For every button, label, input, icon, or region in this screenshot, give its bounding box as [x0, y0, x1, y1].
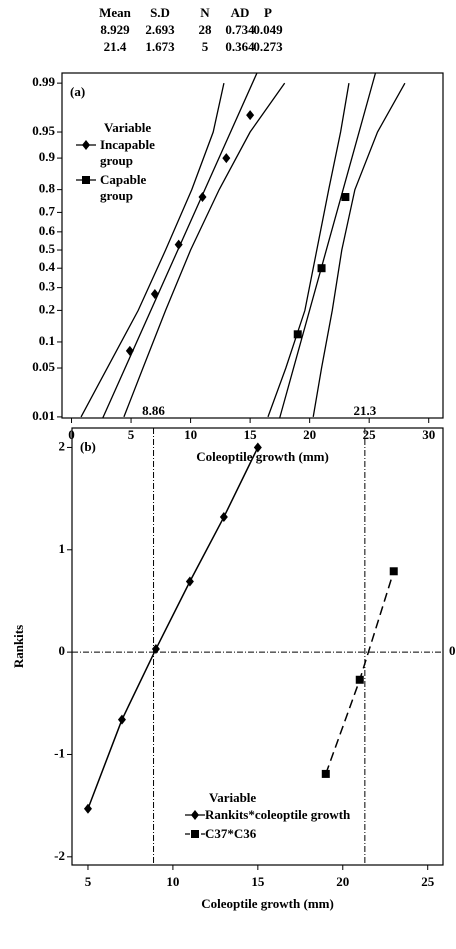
stats-cell: 2.693 [145, 22, 175, 37]
y-tick-label: -2 [54, 848, 65, 863]
y-tick-label: 0.5 [39, 241, 56, 256]
y-tick-label: 0.01 [32, 408, 55, 423]
marker [293, 330, 302, 339]
marker [198, 192, 207, 203]
y-tick-label: 1 [59, 541, 66, 556]
stats-header: Mean [99, 5, 132, 20]
stats-header: P [264, 5, 272, 20]
x-axis-label: Coleoptile growth (mm) [196, 449, 329, 464]
marker [117, 714, 126, 725]
stats-header: S.D [150, 5, 170, 20]
x-tick-label: 20 [336, 874, 349, 889]
y-tick-label: 0.1 [39, 333, 55, 348]
marker [82, 176, 90, 184]
fit-line [279, 72, 377, 419]
marker [246, 110, 255, 121]
marker [219, 512, 228, 523]
stats-cell: 1.673 [145, 39, 175, 54]
x-tick-label: 30 [422, 427, 435, 442]
stats-cell: 5 [202, 39, 209, 54]
y-tick-label: 0 [59, 643, 66, 658]
panel-label: (a) [70, 84, 85, 99]
legend-title: Variable [209, 790, 257, 805]
confidence-band [80, 82, 225, 418]
y-axis-label: Rankits [11, 625, 26, 668]
marker [185, 576, 194, 587]
marker [191, 830, 199, 838]
stats-header: N [200, 5, 210, 20]
reference-label: 21.3 [353, 403, 376, 418]
marker [341, 193, 350, 202]
marker [82, 140, 90, 150]
plot-frame [71, 427, 444, 866]
panel-label: (b) [80, 439, 96, 454]
x-tick-label: 25 [421, 874, 435, 889]
plot-frame [61, 72, 444, 419]
series-line [325, 571, 395, 775]
stats-header: AD [231, 5, 250, 20]
marker [389, 567, 398, 576]
y-tick-label: 0.2 [39, 301, 55, 316]
y-tick-label: 0.95 [32, 123, 55, 138]
confidence-band [267, 83, 350, 418]
y-tick-label: 0.3 [39, 279, 56, 294]
x-tick-label: 5 [85, 874, 92, 889]
marker [355, 675, 364, 684]
stats-cell: 0.049 [253, 22, 283, 37]
stats-cell: 0.364 [225, 39, 255, 54]
marker [174, 239, 183, 250]
marker [125, 345, 134, 356]
y-tick-label: -1 [54, 745, 65, 760]
marker [191, 810, 199, 820]
stats-cell: 0.734 [225, 22, 255, 37]
stats-cell: 21.4 [104, 39, 127, 54]
marker [317, 264, 326, 273]
y-tick-label: 0.6 [39, 223, 56, 238]
x-axis-label: Coleoptile growth (mm) [201, 896, 334, 911]
x-tick-label: 20 [303, 427, 316, 442]
y-tick-label: 0.99 [32, 74, 55, 89]
stats-cell: 28 [199, 22, 213, 37]
x-tick-label: 10 [166, 874, 179, 889]
x-tick-label: 15 [244, 427, 258, 442]
marker [150, 288, 159, 299]
y-tick-label: 0.05 [32, 359, 55, 374]
stats-cell: 8.929 [100, 22, 130, 37]
x-tick-label: 5 [128, 427, 135, 442]
marker [83, 803, 92, 814]
y-tick-label: 0.8 [39, 181, 56, 196]
legend-entry: Incapable group [100, 137, 155, 168]
y-tick-label: 0.4 [39, 259, 56, 274]
marker [321, 769, 330, 778]
marker [253, 442, 262, 453]
x-tick-label: 10 [184, 427, 197, 442]
marker [151, 644, 160, 655]
y-tick-label: 0.7 [39, 203, 56, 218]
x-tick-label: 15 [251, 874, 265, 889]
reference-label: 0 [449, 643, 456, 658]
legend-entry: Capable group [100, 172, 147, 203]
legend-entry: Rankits*coleoptile growth [205, 807, 351, 822]
stats-cell: 0.273 [253, 39, 283, 54]
confidence-band [312, 82, 406, 418]
marker [222, 153, 231, 164]
reference-label: 8.86 [142, 403, 165, 418]
confidence-band [123, 82, 286, 418]
y-tick-label: 2 [59, 438, 66, 453]
series-line [87, 447, 259, 809]
legend-title: Variable [104, 120, 152, 135]
y-tick-label: 0.9 [39, 149, 56, 164]
x-tick-label: 25 [363, 427, 377, 442]
legend-entry: C37*C36 [205, 826, 257, 841]
